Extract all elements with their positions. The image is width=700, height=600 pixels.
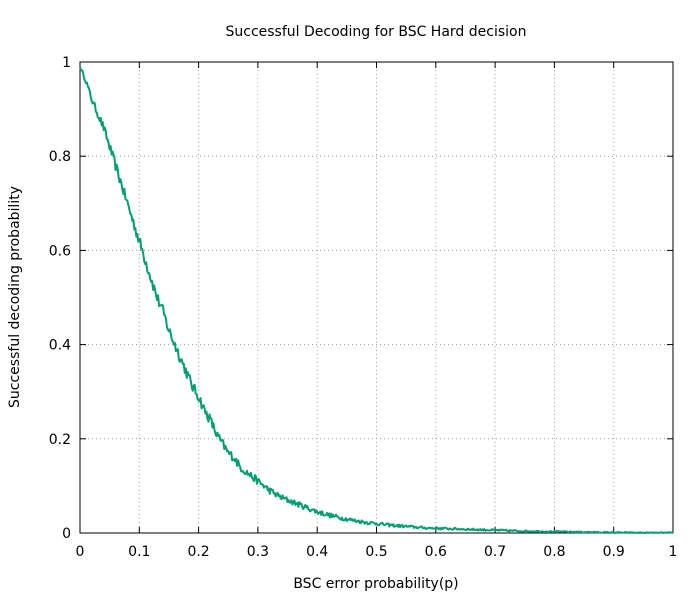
y-tick-label: 0 xyxy=(62,526,71,542)
y-tick-label: 1 xyxy=(62,55,71,71)
x-tick-label: 1 xyxy=(669,544,678,560)
x-tick-label: 0.6 xyxy=(425,544,447,560)
y-tick-label: 0.4 xyxy=(49,338,71,354)
x-tick-label: 0.7 xyxy=(484,544,506,560)
x-tick-label: 0.2 xyxy=(187,544,209,560)
x-axis-label: BSC error probability(p) xyxy=(293,576,458,592)
series-line xyxy=(79,66,674,534)
x-tick-label: 0 xyxy=(76,544,85,560)
axis-ticks: 0 0.1 0.2 0.3 0.4 0.5 0.6 0.7 0.8 0.9 1 0 0.2 0.4 0.6 0… xyxy=(49,55,678,560)
x-tick-label: 0.4 xyxy=(306,544,328,560)
grid xyxy=(80,62,673,533)
y-tick-label: 0.6 xyxy=(49,243,71,259)
series-layer xyxy=(79,66,674,534)
y-tick-label: 0.2 xyxy=(49,432,71,448)
x-tick-label: 0.3 xyxy=(247,544,269,560)
chart-title: Successful Decoding for BSC Hard decisio… xyxy=(226,24,527,40)
x-tick-label: 0.1 xyxy=(128,544,150,560)
x-tick-label: 0.9 xyxy=(603,544,625,560)
x-tick-label: 0.5 xyxy=(365,544,387,560)
x-tick-label: 0.8 xyxy=(543,544,565,560)
y-tick-label: 0.8 xyxy=(49,149,71,165)
y-axis-label: Successful decoding probability xyxy=(7,186,23,408)
